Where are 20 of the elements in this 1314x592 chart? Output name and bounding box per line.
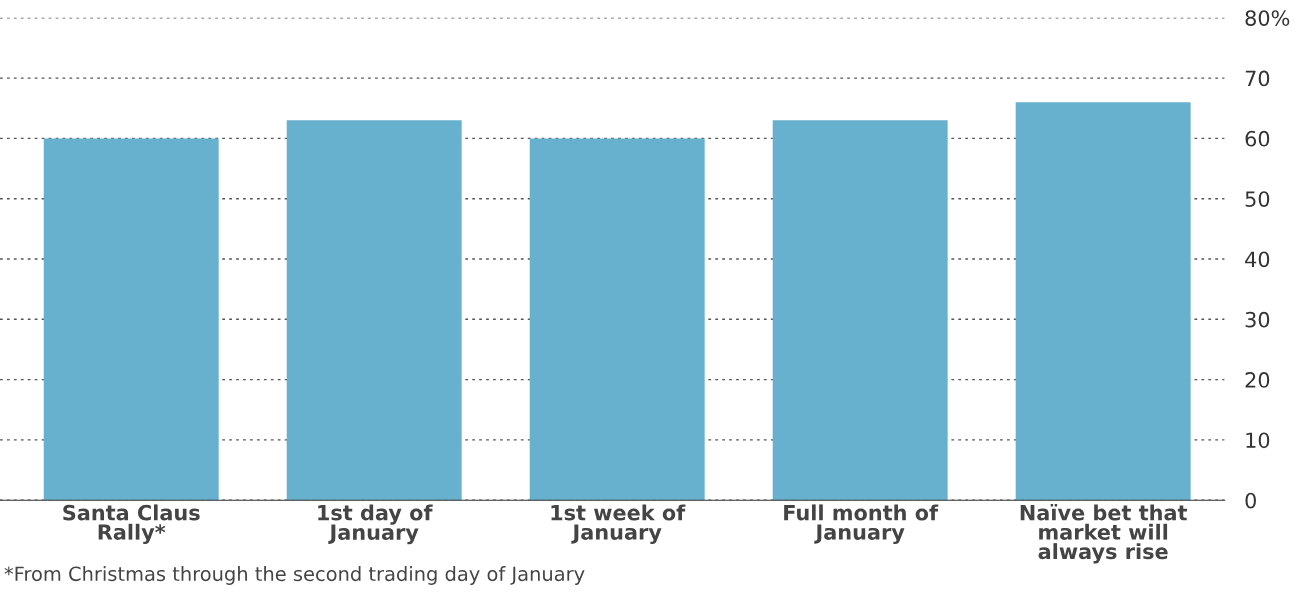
x-tick-label: 1st week of January <box>551 504 686 545</box>
y-tick-label: 20 <box>1245 372 1270 388</box>
x-tick-label: Full month of January <box>784 504 939 545</box>
bar <box>529 138 705 501</box>
x-tick-label: 1st day of January <box>318 504 433 545</box>
y-tick-label: 0 <box>1245 492 1256 509</box>
y-tick-label: 60 <box>1245 130 1270 147</box>
y-tick-label: 80% <box>1245 10 1290 26</box>
text: *From Christmas through the second trading day of January <box>4 566 585 585</box>
x-tick-label: Santa Claus Rally* <box>63 504 200 545</box>
bar <box>772 120 948 501</box>
y-tick-label: 10 <box>1246 432 1270 449</box>
bar <box>1015 102 1191 501</box>
y-tick-label: 40 <box>1245 251 1270 268</box>
y-tick-label: 30 <box>1245 311 1270 328</box>
bar <box>43 138 219 501</box>
y-tick-label: 50 <box>1245 191 1270 207</box>
y-tick-label: 70 <box>1245 70 1270 87</box>
bar <box>286 120 462 501</box>
x-tick-label: Naïve bet that market will always rise <box>1020 504 1188 564</box>
